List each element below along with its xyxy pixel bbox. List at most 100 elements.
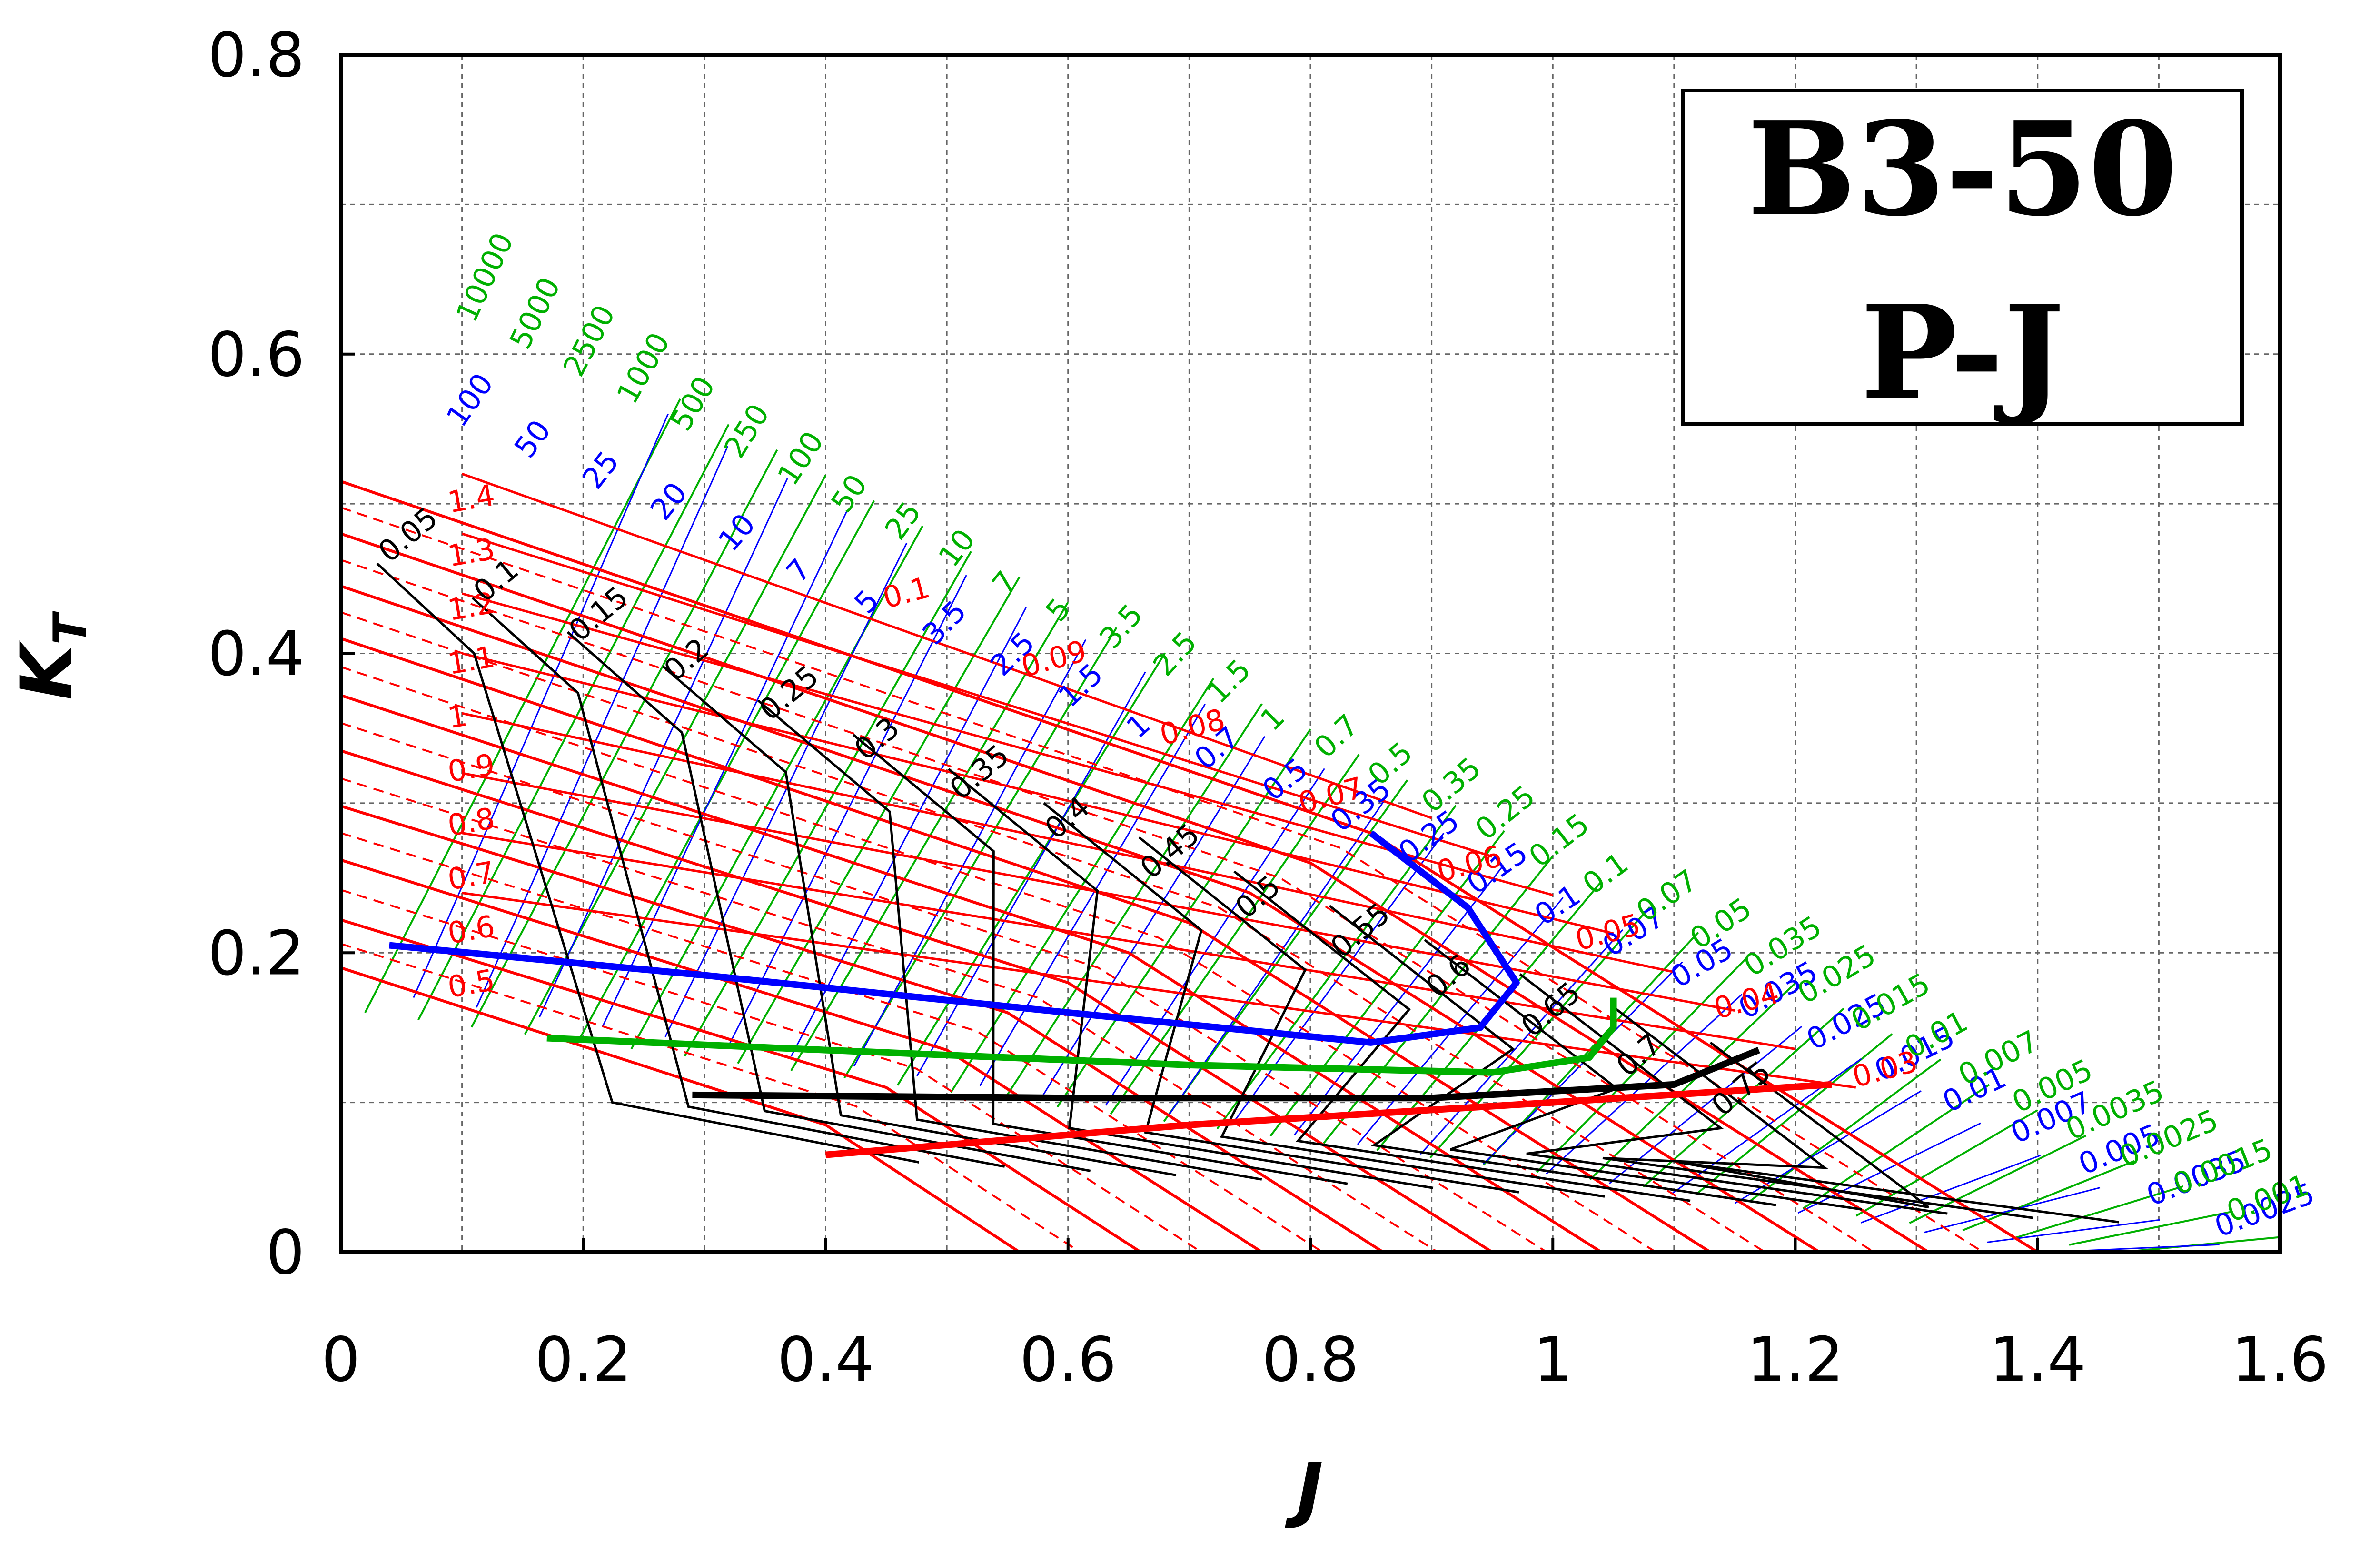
pitch-ratio-label: 0.9 [445, 747, 497, 789]
efficiency-contour [1138, 836, 1605, 1198]
green-label: 0.25 [1468, 778, 1541, 847]
efficiency-contour [948, 768, 1434, 1189]
blue-coefficient-line [727, 575, 967, 1047]
green-label: 5000 [503, 272, 567, 355]
optimum-curve [692, 1047, 1760, 1102]
green-coefficient-line [417, 424, 730, 1021]
y-tick-label: 0.6 [208, 319, 305, 390]
efficiency-contour [471, 597, 1005, 1168]
blue-coefficient-line [790, 607, 1027, 1057]
green-coefficient-line [630, 525, 923, 1050]
y-tick-label: 0.8 [208, 20, 305, 91]
efficiency-contour [1519, 973, 1948, 1215]
blue-coefficient-line [1608, 1025, 1803, 1185]
pitch-ratio-dashed-line [341, 889, 1202, 1252]
green-label: 5 [1039, 591, 1077, 628]
green-label: 1000 [610, 327, 677, 409]
green-coefficient-line [1962, 1160, 2135, 1232]
x-tick-label: 1.6 [2231, 1324, 2329, 1395]
chart-subtitle: P-J [1861, 277, 2064, 428]
blue-label: 20 [644, 476, 694, 527]
pitch-ratio-label: 1.2 [445, 585, 497, 627]
green-coefficient-line [2122, 1236, 2280, 1252]
pitch-ratio-dashed-line [341, 611, 1765, 1252]
x-tick-label: 0.6 [1020, 1324, 1117, 1395]
green-coefficient-line [1589, 982, 1796, 1181]
pitch-ratio-line [341, 805, 1384, 1252]
efficiency-contour [566, 631, 1091, 1172]
x-tick-label: 0 [321, 1324, 360, 1395]
green-coefficient-line [684, 551, 972, 1057]
green-label: 2500 [556, 299, 622, 382]
green-coefficient-line [1482, 932, 1699, 1166]
green-coefficient-line [577, 500, 875, 1042]
pitch-ratio-line [341, 966, 1021, 1252]
pitch-ratio-label: 0.6 [445, 908, 497, 951]
efficiency-contour [853, 734, 1348, 1185]
red-k-line [461, 532, 1493, 858]
green-coefficient-line [2069, 1211, 2232, 1246]
pitch-ratio-dashed-line [341, 507, 1984, 1252]
red-k-line [461, 592, 1553, 896]
pitch-ratio-dashed-line [341, 666, 1656, 1252]
green-label: 1 [1254, 699, 1291, 737]
blue-label: 1 [1120, 707, 1157, 745]
efficiency-label: 0.7 [1609, 1026, 1667, 1083]
pitch-ratio-line [341, 749, 1493, 1252]
efficiency-label: 0.05 [372, 500, 445, 569]
blue-coefficient-line [1797, 1122, 1981, 1214]
pitch-ratio-label: 1.1 [445, 639, 497, 681]
red-k-line [462, 712, 1675, 974]
green-label: 0.35 [1415, 750, 1487, 819]
blue-coefficient-line [979, 704, 1206, 1086]
green-label: 10 [932, 522, 982, 573]
green-coefficient-line [1536, 957, 1748, 1173]
green-coefficient-line [1642, 1007, 1844, 1188]
pitch-ratio-label: 0.8 [445, 801, 497, 843]
blue-coefficient-line [664, 542, 908, 1037]
green-coefficient-line [1216, 805, 1457, 1130]
y-tick-label: 0.4 [208, 619, 305, 690]
green-label: 500 [664, 370, 722, 437]
blue-coefficient-line [1231, 832, 1445, 1125]
green-coefficient-line [1056, 728, 1311, 1108]
optimum-curve [825, 1081, 1832, 1158]
pitch-ratio-label: 1.3 [445, 531, 497, 574]
pitch-ratio-line [341, 694, 1602, 1252]
green-coefficient-line [470, 449, 778, 1028]
green-label: 10000 [449, 228, 521, 328]
pitch-ratio-line [341, 858, 1263, 1252]
green-coefficient-line [1802, 1084, 1990, 1210]
blue-label: 5 [847, 583, 885, 620]
green-coefficient-line [1429, 906, 1651, 1159]
curve-layer [341, 398, 2280, 1252]
x-tick-label: 1.2 [1747, 1324, 1844, 1395]
green-label: 0.7 [1307, 707, 1365, 765]
x-tick-label: 0.8 [1262, 1324, 1359, 1395]
efficiency-contour [1043, 802, 1519, 1194]
green-label: 1.5 [1200, 652, 1258, 710]
pitch-ratio-line [341, 918, 1142, 1252]
optimum-curve [546, 997, 1617, 1076]
title-box: B3-50 P-J [1681, 89, 2244, 428]
blue-label: 100 [439, 367, 500, 433]
pitch-ratio-line [341, 585, 1821, 1252]
green-label: 2.5 [1146, 625, 1204, 683]
blue-coefficient-line [1861, 1155, 2041, 1224]
y-axis-title: KT [6, 610, 97, 700]
pitch-ratio-line [341, 532, 1930, 1252]
green-coefficient-line [2015, 1185, 2183, 1239]
efficiency-label: 0.65 [1514, 975, 1587, 1044]
green-coefficient-line [950, 677, 1214, 1093]
green-label: 7 [985, 564, 1024, 600]
green-label: 25 [878, 495, 928, 546]
pitch-ratio-label: 0.5 [445, 962, 497, 1005]
blue-label: 50 [507, 413, 558, 464]
y-tick-label: 0 [266, 1217, 305, 1288]
x-tick-label: 0.2 [535, 1324, 632, 1395]
green-label: 50 [824, 468, 874, 518]
pitch-ratio-label: 1.4 [445, 478, 497, 520]
red-k-line [462, 832, 1795, 1050]
efficiency-contour [376, 563, 920, 1164]
